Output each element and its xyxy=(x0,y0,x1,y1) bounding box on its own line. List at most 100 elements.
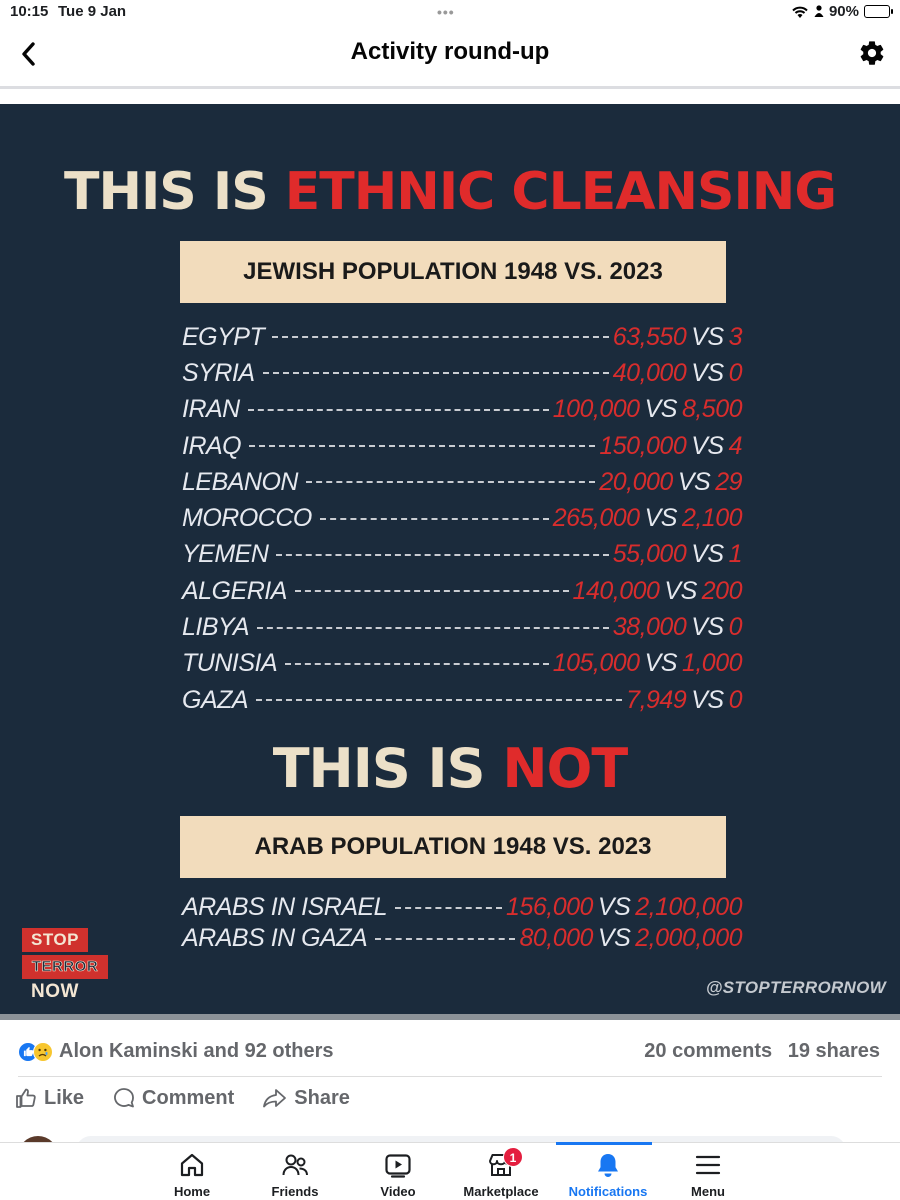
row-value-1948: 150,000 xyxy=(599,431,687,460)
banner-jewish-population: JEWISH POPULATION 1948 VS. 2023 xyxy=(180,241,726,303)
row-value-2023: 0 xyxy=(728,685,743,714)
row-country: YEMEN xyxy=(182,540,269,569)
gear-icon[interactable] xyxy=(858,39,886,67)
tab-home-label: Home xyxy=(173,1184,211,1199)
tab-notifications-label: Notifications xyxy=(568,1184,648,1199)
tab-video[interactable]: Video xyxy=(346,1143,450,1200)
poster-handle: @STOPTERRORNOW xyxy=(705,978,886,997)
status-bar: 10:15 Tue 9 Jan ••• 90% xyxy=(0,0,900,24)
logo-line-now: NOW xyxy=(31,981,79,1002)
row-value-1948: 55,000 xyxy=(612,540,687,569)
comment-label: Comment xyxy=(142,1086,235,1109)
row-value-1948: 156,000 xyxy=(506,893,593,921)
row-value-1948: 265,000 xyxy=(552,504,640,533)
row-country: LEBANON xyxy=(182,467,298,496)
row-vs: VS xyxy=(597,893,631,921)
row-value-2023: 2,100 xyxy=(681,504,743,533)
tab-marketplace[interactable]: 1 Marketplace xyxy=(449,1143,553,1200)
row-country: GAZA xyxy=(182,685,249,714)
page-title: Activity round-up xyxy=(350,38,550,65)
row-value-2023: 1 xyxy=(728,540,743,569)
population-row: ARABS IN ISRAEL 156,000 VS 2,100,000 xyxy=(182,892,742,923)
row-value-1948: 40,000 xyxy=(612,358,687,387)
sad-reaction-icon xyxy=(33,1041,53,1062)
row-vs: VS xyxy=(644,504,678,533)
row-vs: VS xyxy=(644,395,678,424)
row-country: SYRIA xyxy=(182,358,255,387)
population-row: GAZA 7,949 VS 0 xyxy=(182,682,743,718)
header-divider xyxy=(0,86,900,89)
poster-headline-1: THIS IS ETHNIC CLEANSING xyxy=(0,162,900,222)
row-dash-leader xyxy=(294,590,569,593)
post-actions: Like Comment Share xyxy=(14,1086,350,1110)
post-image[interactable]: THIS IS ETHNIC CLEANSING JEWISH POPULATI… xyxy=(0,104,900,1020)
row-vs: VS xyxy=(691,613,724,642)
row-value-2023: 0 xyxy=(728,613,743,642)
post-counts: 20 comments 19 shares xyxy=(644,1040,880,1063)
row-value-1948: 20,000 xyxy=(599,467,673,496)
bell-icon xyxy=(598,1154,618,1177)
population-row: YEMEN 55,000 VS 1 xyxy=(182,537,743,573)
population-row: ALGERIA 140,000 VS 200 xyxy=(182,573,743,609)
battery-percent: 90% xyxy=(828,3,859,20)
row-dash-leader xyxy=(262,372,609,375)
row-value-1948: 63,550 xyxy=(612,322,687,351)
headline-2-red: NOT xyxy=(502,737,628,800)
share-button[interactable]: Share xyxy=(262,1086,350,1110)
comments-count[interactable]: 20 comments xyxy=(644,1040,773,1062)
row-value-1948: 7,949 xyxy=(626,685,687,714)
row-dash-leader xyxy=(305,481,596,484)
hamburger-menu-icon xyxy=(695,1155,721,1175)
population-row: TUNISIA 105,000 VS 1,000 xyxy=(182,646,743,682)
row-value-2023: 1,000 xyxy=(681,649,743,678)
tab-menu-label: Menu xyxy=(691,1184,725,1199)
population-row: IRAQ 150,000 VS 4 xyxy=(182,428,743,464)
population-row: EGYPT 63,550 VS 3 xyxy=(182,319,743,355)
video-play-icon xyxy=(385,1154,411,1178)
row-value-1948: 38,000 xyxy=(612,613,687,642)
back-chevron-icon[interactable] xyxy=(16,38,44,70)
population-row: SYRIA 40,000 VS 0 xyxy=(182,355,743,391)
tab-notifications[interactable]: Notifications xyxy=(556,1142,660,1200)
multitask-dots-icon[interactable]: ••• xyxy=(437,4,455,20)
comment-button[interactable]: Comment xyxy=(112,1086,234,1110)
tab-home[interactable]: Home xyxy=(140,1143,244,1200)
row-vs: VS xyxy=(664,576,697,605)
tab-video-label: Video xyxy=(380,1184,416,1199)
friends-icon xyxy=(282,1154,308,1176)
row-dash-leader xyxy=(285,662,549,665)
shares-count[interactable]: 19 shares xyxy=(787,1040,880,1062)
row-country: ALGERIA xyxy=(182,576,287,605)
tab-marketplace-label: Marketplace xyxy=(463,1184,539,1199)
marketplace-badge: 1 xyxy=(503,1147,523,1167)
row-value-2023: 3 xyxy=(728,322,743,351)
row-value-2023: 29 xyxy=(715,467,742,496)
row-dash-leader xyxy=(319,517,549,520)
share-label: Share xyxy=(294,1086,350,1109)
row-country: IRAN xyxy=(182,395,240,424)
reaction-summary[interactable]: Alon Kaminski and 92 others xyxy=(18,1040,334,1063)
row-value-1948: 105,000 xyxy=(552,649,640,678)
row-dash-leader xyxy=(247,408,549,411)
tab-friends[interactable]: Friends xyxy=(243,1143,347,1200)
row-value-2023: 4 xyxy=(728,431,743,460)
tab-menu[interactable]: Menu xyxy=(656,1143,760,1200)
row-vs: VS xyxy=(691,431,724,460)
thumbs-up-icon xyxy=(16,1088,36,1108)
row-dash-leader xyxy=(249,445,596,448)
status-date: Tue 9 Jan xyxy=(58,3,127,20)
headline-1-red: ETHNIC CLEANSING xyxy=(284,162,837,222)
row-country: EGYPT xyxy=(182,322,265,351)
banner-arab-population: ARAB POPULATION 1948 VS. 2023 xyxy=(180,816,726,878)
poster-headline-2: THIS IS NOT xyxy=(0,737,900,800)
row-country: TUNISIA xyxy=(182,649,278,678)
row-vs: VS xyxy=(597,924,631,952)
logo-line-stop: STOP xyxy=(22,928,88,952)
tab-friends-label: Friends xyxy=(271,1184,319,1199)
like-button[interactable]: Like xyxy=(14,1086,84,1110)
row-vs: VS xyxy=(691,540,724,569)
wifi-icon xyxy=(792,6,808,18)
row-value-2023: 8,500 xyxy=(681,395,743,424)
row-dash-leader xyxy=(256,699,623,702)
row-dash-leader xyxy=(272,336,609,339)
